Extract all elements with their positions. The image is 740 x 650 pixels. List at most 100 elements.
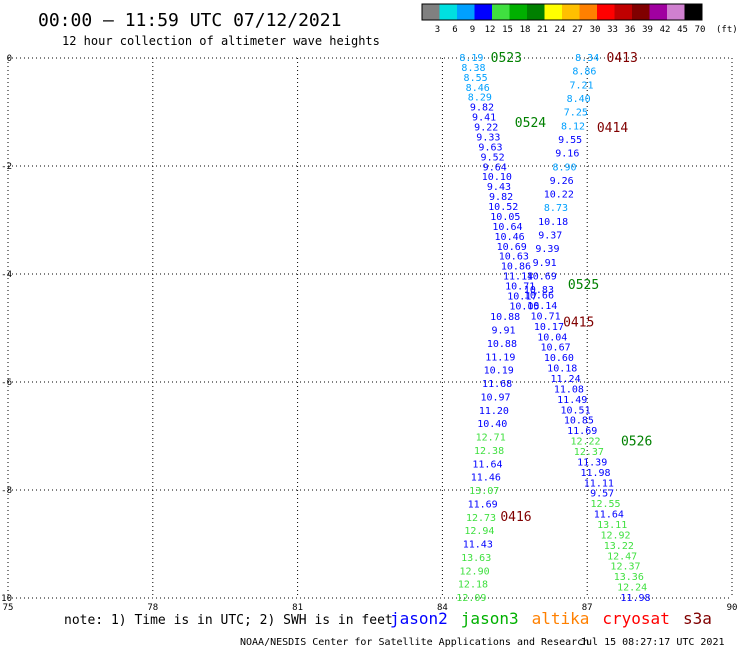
colorbar: 3 6 9 12 15 18 21 24 27 30 33 36 39 42 45 70 (ft)	[421, 3, 738, 35]
wave-height-label: 10.10	[482, 172, 512, 183]
y-tick-label: -4	[1, 270, 12, 280]
wave-height-label: 13.63	[461, 553, 491, 564]
wave-height-label: 9.22	[474, 123, 498, 134]
wave-height-label: 10.66	[524, 291, 554, 302]
satellite-legend: jason2 jason3 altika cryosat s3a	[390, 609, 712, 628]
wave-height-label: 9.52	[481, 152, 505, 163]
wave-height-label: 8.29	[468, 93, 492, 104]
wave-height-label: 8.73	[544, 203, 568, 214]
colorbar-tick-label: 12	[485, 25, 496, 35]
wave-height-label: 12.22	[570, 437, 600, 448]
wave-height-label: 9.82	[470, 103, 494, 114]
legend-jason2: jason2	[390, 609, 448, 628]
colorbar-swatch	[492, 4, 510, 20]
colorbar-tick-label: 39	[642, 25, 653, 35]
wave-height-label: 10.88	[487, 339, 517, 350]
y-tick-label: -2	[1, 162, 12, 172]
colorbar-tick-label: 45	[677, 25, 688, 35]
colorbar-swatch	[509, 4, 527, 20]
wave-height-label: 11.64	[594, 510, 624, 521]
track-time-label: 0525	[568, 278, 599, 293]
track-time-label: 0414	[597, 121, 628, 136]
colorbar-tick-label: 9	[470, 25, 475, 35]
wave-height-label: 10.52	[488, 202, 518, 213]
wave-height-label: 12.71	[476, 433, 506, 444]
wave-height-label: 8.46	[466, 83, 490, 94]
colorbar-swatch	[667, 4, 685, 20]
wave-height-label: 9.16	[555, 149, 579, 160]
wave-height-label: 10.51	[560, 405, 590, 416]
x-tick-label: 81	[292, 603, 303, 613]
wave-height-label: 10.83	[524, 285, 554, 296]
wave-height-label: 7.21	[569, 80, 593, 91]
wave-height-label: 10.14	[527, 301, 557, 312]
colorbar-swatch	[457, 4, 475, 20]
colorbar-tick-label: 33	[607, 25, 618, 35]
wave-height-label: 10.86	[501, 262, 531, 273]
wave-height-label: 10.05	[509, 301, 539, 312]
wave-height-label: 13.22	[604, 541, 634, 552]
wave-height-label: 11.43	[463, 540, 493, 551]
wave-height-label: 11.19	[485, 352, 515, 363]
colorbar-swatch	[474, 4, 492, 20]
wave-height-label: 12.92	[600, 530, 630, 541]
wave-height-label: 8.19	[459, 53, 483, 64]
wave-height-label: 9.26	[550, 176, 574, 187]
colorbar-swatch	[597, 4, 615, 20]
chart-subtitle: 12 hour collection of altimeter wave hei…	[62, 34, 380, 48]
colorbar-tick-label: 36	[625, 25, 636, 35]
colorbar-tick-label: 3	[435, 25, 440, 35]
wave-height-label: 12.09	[456, 593, 486, 604]
wave-height-label: 9.41	[472, 113, 496, 124]
wave-height-label: 9.43	[487, 182, 511, 193]
wave-height-label: 11.14	[503, 272, 533, 283]
colorbar-tick-label: 15	[502, 25, 513, 35]
axes: 75 78 81 84 87 90 0 -2 -4 -6 -8 -10	[0, 54, 737, 613]
wave-height-label: 10.67	[541, 343, 571, 354]
track-time-label: 0416	[500, 510, 531, 525]
footer-credit: NOAA/NESDIS Center for Satellite Applica…	[240, 637, 589, 648]
wave-height-label: 9.55	[558, 135, 582, 146]
wave-height-label: 9.82	[489, 192, 513, 203]
footer-timestamp: Jul 15 08:27:17 UTC 2021	[580, 637, 725, 648]
wave-height-label: 11.39	[577, 457, 607, 468]
wave-height-label: 12.38	[474, 446, 504, 457]
track-labels: 0523 0524 0413 0414 0525 0415 0526 0416	[491, 51, 653, 525]
wave-height-label: 13.36	[614, 572, 644, 583]
wave-height-label: 10.17	[534, 322, 564, 333]
track-time-label: 0526	[621, 434, 652, 449]
wave-height-label: 12.24	[617, 583, 647, 594]
x-tick-label: 75	[3, 603, 14, 613]
colorbar-swatch	[544, 4, 562, 20]
legend-s3a: s3a	[683, 609, 712, 628]
legend-jason3: jason3	[461, 609, 519, 628]
wave-height-label: 11.08	[554, 384, 584, 395]
wave-height-label: 10.64	[492, 222, 522, 233]
wave-height-label: 10.40	[477, 419, 507, 430]
colorbar-tick-label: 24	[555, 25, 566, 35]
colorbar-unit: (ft)	[716, 25, 738, 35]
colorbar-tick-label: 27	[572, 25, 583, 35]
wave-height-label: 10.18	[547, 364, 577, 375]
wave-height-label: 10.19	[484, 366, 514, 377]
wave-height-label: 12.37	[574, 447, 604, 458]
colorbar-tick-label: 21	[537, 25, 548, 35]
colorbar-swatch	[614, 4, 632, 20]
wave-height-label: 12.37	[610, 562, 640, 573]
colorbar-swatch	[562, 4, 580, 20]
wave-height-label: 11.11	[584, 478, 614, 489]
wave-height-label: 12.47	[607, 551, 637, 562]
wave-height-label: 9.39	[535, 244, 559, 255]
wave-height-label: 10.05	[490, 212, 520, 223]
wave-height-label: 12.55	[590, 499, 620, 510]
track-time-label: 0524	[515, 116, 546, 131]
y-tick-label: -10	[0, 594, 12, 604]
wave-height-label: 10.85	[564, 416, 594, 427]
wave-height-label: 8.34	[575, 53, 599, 64]
footer-note: note: 1) Time is in UTC; 2) SWH is in fe…	[64, 613, 393, 628]
wave-height-label: 13.07	[469, 486, 499, 497]
colorbar-swatch	[439, 4, 457, 20]
colorbar-swatch	[684, 4, 702, 20]
wave-height-label: 10.71	[531, 311, 561, 322]
